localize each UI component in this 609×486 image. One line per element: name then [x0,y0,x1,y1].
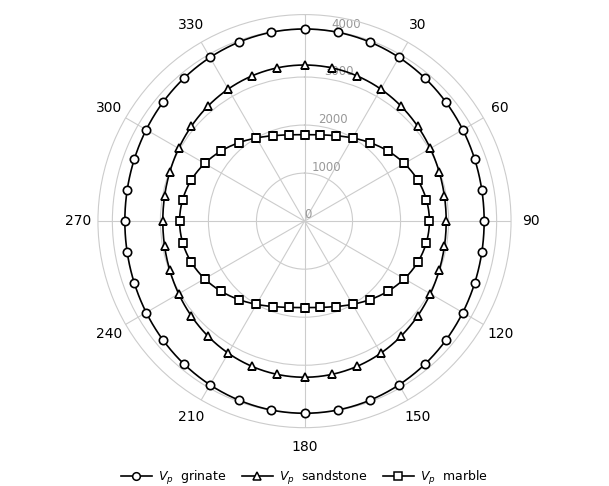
Legend: $V_p$  grinate, $V_p$  sandstone, $V_p$  marble: $V_p$ grinate, $V_p$ sandstone, $V_p$ ma… [116,464,493,486]
